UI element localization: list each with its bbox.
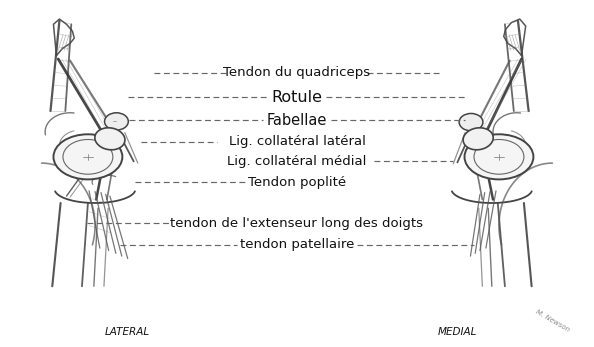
Ellipse shape: [105, 113, 128, 130]
Ellipse shape: [95, 128, 125, 150]
Text: Tendon du quadriceps: Tendon du quadriceps: [223, 66, 371, 79]
Text: LATERAL: LATERAL: [105, 327, 150, 337]
Text: Fabellae: Fabellae: [267, 113, 327, 128]
Text: Lig. collatéral latéral: Lig. collatéral latéral: [229, 135, 365, 148]
Text: tendon de l'extenseur long des doigts: tendon de l'extenseur long des doigts: [170, 217, 424, 230]
Ellipse shape: [53, 134, 122, 179]
Ellipse shape: [463, 128, 493, 150]
Text: Tendon poplité: Tendon poplité: [248, 176, 346, 189]
Text: M. Newson: M. Newson: [534, 309, 570, 333]
Ellipse shape: [459, 113, 483, 131]
Text: tendon patellaire: tendon patellaire: [240, 238, 354, 252]
Ellipse shape: [465, 134, 533, 179]
Text: Lig. collatéral médial: Lig. collatéral médial: [228, 155, 366, 168]
Text: Rotule: Rotule: [271, 90, 323, 105]
Text: MEDIAL: MEDIAL: [438, 327, 477, 337]
